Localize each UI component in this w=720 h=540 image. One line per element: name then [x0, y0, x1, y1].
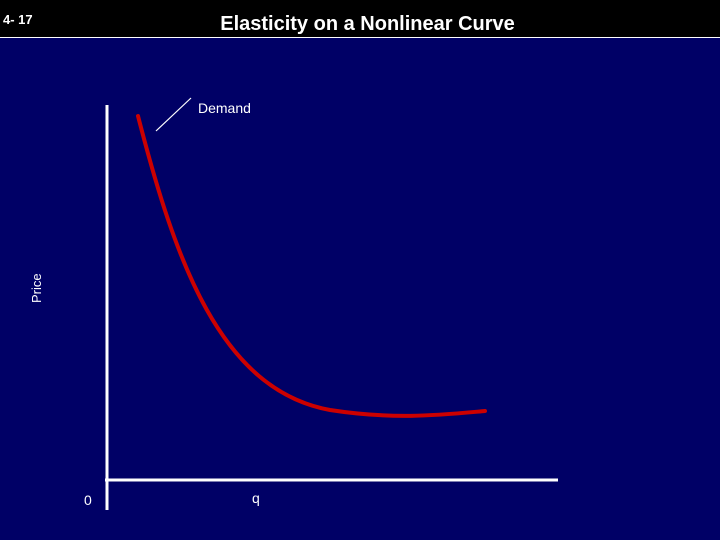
demand-curve [136, 114, 487, 418]
slide-title: Elasticity on a Nonlinear Curve [220, 13, 515, 35]
header-bar: 4- 17 Elasticity on a Nonlinear Curve [0, 0, 720, 38]
origin-label: 0 [84, 492, 92, 508]
slide-number: 4- 17 [3, 12, 33, 27]
x-axis-label: q [252, 490, 260, 506]
demand-label: Demand [198, 100, 251, 116]
demand-leader-line [155, 97, 192, 132]
y-axis-label: Price [29, 273, 44, 303]
